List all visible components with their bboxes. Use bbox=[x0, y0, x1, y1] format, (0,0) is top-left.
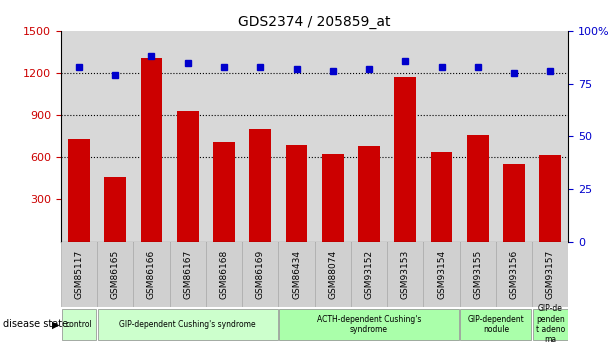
Bar bbox=[532, 241, 568, 307]
Bar bbox=[206, 241, 242, 307]
Bar bbox=[278, 241, 315, 307]
Bar bbox=[460, 309, 531, 340]
Text: GSM86168: GSM86168 bbox=[219, 250, 229, 299]
Text: GSM93156: GSM93156 bbox=[510, 250, 519, 299]
Text: GSM86166: GSM86166 bbox=[147, 250, 156, 299]
Bar bbox=[213, 142, 235, 242]
Bar bbox=[61, 309, 96, 340]
Text: GSM86169: GSM86169 bbox=[256, 250, 264, 299]
Bar bbox=[322, 154, 344, 242]
Bar bbox=[351, 241, 387, 307]
Bar bbox=[68, 139, 90, 241]
Bar bbox=[460, 241, 496, 307]
Text: GSM86165: GSM86165 bbox=[111, 250, 120, 299]
Text: GIP-de
penden
t adeno
ma: GIP-de penden t adeno ma bbox=[536, 304, 565, 344]
Bar bbox=[133, 241, 170, 307]
Bar bbox=[98, 309, 278, 340]
Bar bbox=[249, 129, 271, 242]
Bar bbox=[539, 155, 561, 242]
Bar bbox=[315, 241, 351, 307]
Text: GSM93157: GSM93157 bbox=[546, 250, 555, 299]
Bar bbox=[97, 241, 133, 307]
Bar bbox=[503, 164, 525, 242]
Text: GSM93152: GSM93152 bbox=[365, 250, 373, 299]
Text: ▶: ▶ bbox=[52, 319, 59, 329]
Text: GSM88074: GSM88074 bbox=[328, 250, 337, 299]
Bar bbox=[387, 241, 423, 307]
Text: GIP-dependent
nodule: GIP-dependent nodule bbox=[468, 315, 524, 334]
Text: GSM85117: GSM85117 bbox=[74, 250, 83, 299]
Text: GSM86167: GSM86167 bbox=[183, 250, 192, 299]
Text: GSM93155: GSM93155 bbox=[473, 250, 482, 299]
Bar bbox=[279, 309, 459, 340]
Text: GSM86434: GSM86434 bbox=[292, 250, 301, 299]
Bar bbox=[140, 58, 162, 241]
Bar bbox=[467, 135, 489, 242]
Bar bbox=[358, 146, 380, 242]
Bar bbox=[430, 152, 452, 242]
Bar bbox=[496, 241, 532, 307]
Bar bbox=[395, 77, 416, 242]
Text: ACTH-dependent Cushing's
syndrome: ACTH-dependent Cushing's syndrome bbox=[317, 315, 421, 334]
Bar bbox=[242, 241, 278, 307]
Text: GSM93154: GSM93154 bbox=[437, 250, 446, 299]
Bar bbox=[286, 145, 308, 242]
Text: disease state: disease state bbox=[3, 319, 68, 329]
Bar bbox=[61, 241, 97, 307]
Title: GDS2374 / 205859_at: GDS2374 / 205859_at bbox=[238, 14, 391, 29]
Text: control: control bbox=[66, 320, 92, 329]
Bar bbox=[105, 177, 126, 242]
Text: GSM93153: GSM93153 bbox=[401, 250, 410, 299]
Bar bbox=[423, 241, 460, 307]
Bar bbox=[177, 111, 199, 241]
Text: GIP-dependent Cushing's syndrome: GIP-dependent Cushing's syndrome bbox=[119, 320, 256, 329]
Bar bbox=[533, 309, 568, 340]
Bar bbox=[170, 241, 206, 307]
